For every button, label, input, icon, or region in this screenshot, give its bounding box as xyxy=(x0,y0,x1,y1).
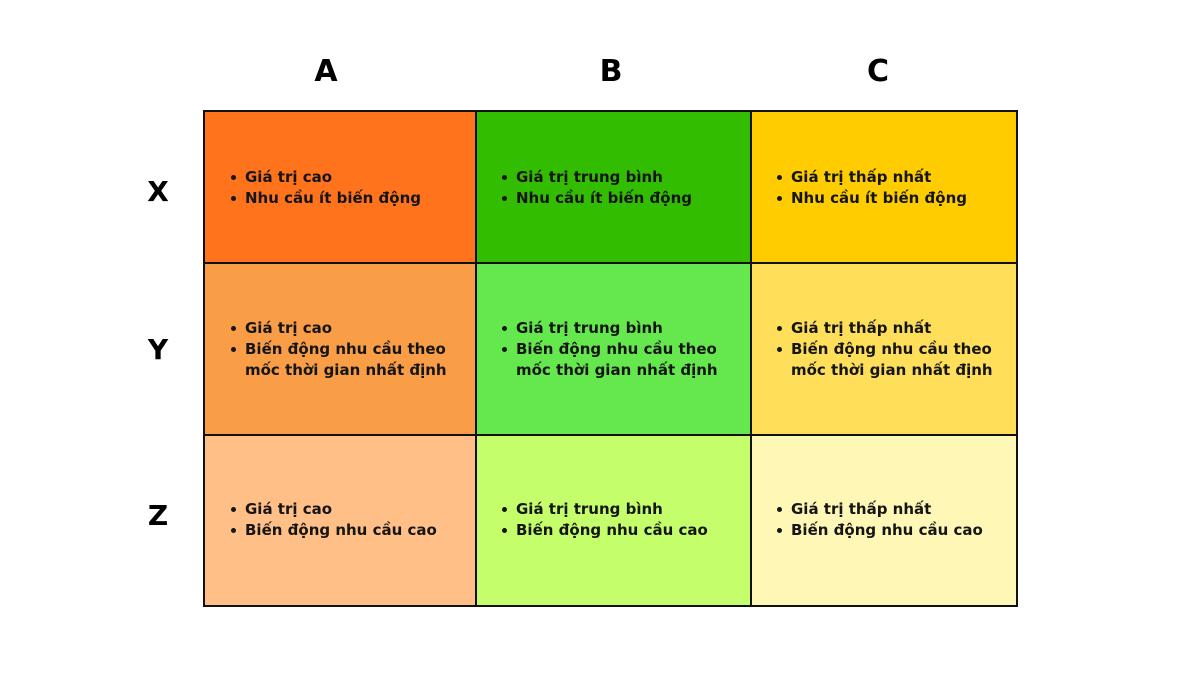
list-item: Biến động nhu cầu theo mốc thời gian nhấ… xyxy=(777,339,1016,381)
list-item: Biến động nhu cầu theo mốc thời gian nhấ… xyxy=(502,339,746,381)
cell-by: Giá trị trung bình Biến động nhu cầu the… xyxy=(476,263,751,435)
cell-cx-list: Giá trị thấp nhất Nhu cầu ít biến động xyxy=(751,167,967,209)
list-item: Giá trị trung bình xyxy=(502,318,746,339)
list-item: Biến động nhu cầu theo mốc thời gian nhấ… xyxy=(231,339,475,381)
column-header-b: B xyxy=(599,54,623,89)
list-item: Giá trị trung bình xyxy=(502,167,692,188)
row-header-y: Y xyxy=(147,333,169,366)
cell-ax: Giá trị cao Nhu cầu ít biến động xyxy=(205,112,476,263)
cell-bx: Giá trị trung bình Nhu cầu ít biến động xyxy=(476,112,751,263)
row-header-z: Z xyxy=(147,499,169,532)
cell-cz-list: Giá trị thấp nhất Biến động nhu cầu cao xyxy=(751,499,983,541)
xyz-abc-matrix: Giá trị cao Nhu cầu ít biến động Giá trị… xyxy=(203,110,1018,607)
list-item: Nhu cầu ít biến động xyxy=(231,188,421,207)
column-header-c: C xyxy=(866,54,890,89)
list-item: Giá trị cao xyxy=(231,318,475,339)
cell-ax-list: Giá trị cao Nhu cầu ít biến động xyxy=(205,167,421,209)
list-item: Biến động nhu cầu cao xyxy=(777,521,983,539)
cell-cx: Giá trị thấp nhất Nhu cầu ít biến động xyxy=(751,112,1016,263)
list-item: Giá trị thấp nhất xyxy=(777,318,1016,339)
cell-ay: Giá trị cao Biến động nhu cầu theo mốc t… xyxy=(205,263,476,435)
cell-cy: Giá trị thấp nhất Biến động nhu cầu theo… xyxy=(751,263,1016,435)
grid-divider xyxy=(475,112,477,605)
grid-divider xyxy=(205,262,1016,264)
list-item: Giá trị thấp nhất xyxy=(777,167,967,188)
grid-divider xyxy=(205,434,1016,436)
list-item: Biến động nhu cầu cao xyxy=(231,521,437,539)
list-item: Nhu cầu ít biến động xyxy=(502,188,692,207)
row-header-x: X xyxy=(147,175,169,208)
cell-by-list: Giá trị trung bình Biến động nhu cầu the… xyxy=(476,318,746,381)
cell-bz-list: Giá trị trung bình Biến động nhu cầu cao xyxy=(476,499,708,541)
list-item: Giá trị trung bình xyxy=(502,499,708,520)
list-item: Nhu cầu ít biến động xyxy=(777,188,967,207)
grid-divider xyxy=(750,112,752,605)
cell-cz: Giá trị thấp nhất Biến động nhu cầu cao xyxy=(751,435,1016,605)
list-item: Biến động nhu cầu cao xyxy=(502,521,708,539)
list-item: Giá trị thấp nhất xyxy=(777,499,983,520)
cell-bz: Giá trị trung bình Biến động nhu cầu cao xyxy=(476,435,751,605)
list-item: Giá trị cao xyxy=(231,499,437,520)
cell-az-list: Giá trị cao Biến động nhu cầu cao xyxy=(205,499,437,541)
cell-bx-list: Giá trị trung bình Nhu cầu ít biến động xyxy=(476,167,692,209)
cell-cy-list: Giá trị thấp nhất Biến động nhu cầu theo… xyxy=(751,318,1016,381)
column-header-a: A xyxy=(314,54,338,89)
cell-az: Giá trị cao Biến động nhu cầu cao xyxy=(205,435,476,605)
cell-ay-list: Giá trị cao Biến động nhu cầu theo mốc t… xyxy=(205,318,475,381)
list-item: Giá trị cao xyxy=(231,167,421,188)
